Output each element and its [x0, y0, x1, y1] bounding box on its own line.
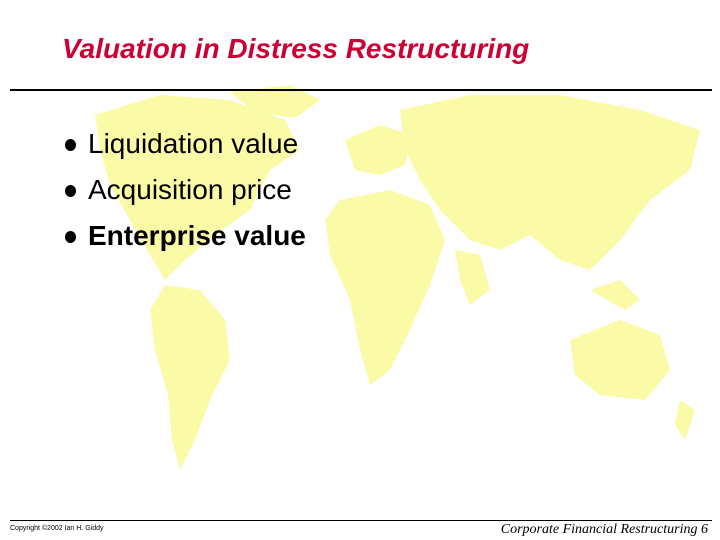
bullet-item: Liquidation value — [62, 126, 306, 172]
bullet-item: Enterprise value — [62, 218, 306, 264]
copyright: Copyright ©2002 Ian H. Giddy — [10, 525, 104, 532]
slide-title: Valuation in Distress Restructuring — [62, 33, 530, 64]
bullet-text: Liquidation value — [88, 128, 299, 159]
title-rule — [10, 89, 712, 91]
bullet-item: Acquisition price — [62, 172, 306, 218]
bullet-dot — [65, 231, 76, 243]
bullet-dot — [65, 185, 76, 197]
bullet-text: Enterprise value — [88, 220, 306, 251]
bullet-text: Acquisition price — [88, 174, 292, 205]
footer-page: Corporate Financial Restructuring 6 — [500, 522, 708, 537]
bullet-dot — [65, 139, 76, 151]
bullet-list: Liquidation value Acquisition price Ente… — [62, 126, 306, 264]
footer-rule — [10, 520, 712, 521]
